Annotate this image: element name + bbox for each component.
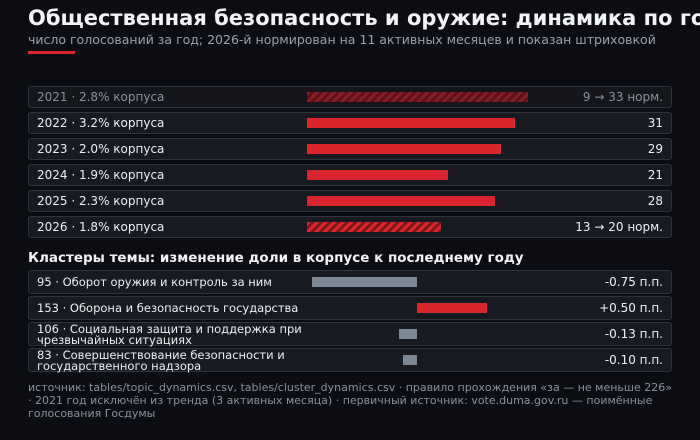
row-label: 2023 · 2.0% корпуса <box>37 142 165 156</box>
bar <box>307 118 515 128</box>
row-label: 2021 · 2.8% корпуса <box>37 90 165 104</box>
value-label: 31 <box>647 116 663 130</box>
bar <box>307 92 528 102</box>
value-label: 9 → 33 норм. <box>582 90 663 104</box>
title: Общественная безопасность и оружие: дина… <box>28 6 700 30</box>
year-row: 2021 · 2.8% корпуса 9 → 33 норм. <box>28 86 672 108</box>
value-label: 28 <box>647 194 663 208</box>
bar <box>307 170 448 180</box>
value-label: -0.75 п.п. <box>604 275 663 289</box>
year-row: 2022 · 3.2% корпуса 31 <box>28 112 672 134</box>
cluster-row: 153 · Оборона и безопасность государства… <box>28 296 672 320</box>
cluster-row: 95 · Оборот оружия и контроль за ним -0.7… <box>28 270 672 294</box>
year-row: 2026 · 1.8% корпуса 13 → 20 норм. <box>28 216 672 238</box>
bar <box>403 355 417 365</box>
cluster-row: 106 · Социальная защита и поддержка при … <box>28 322 672 346</box>
bar <box>312 277 417 287</box>
cluster-row: 83 · Совершенствование безопасности и го… <box>28 348 672 372</box>
subtitle: число голосований за год; 2026-й нормиро… <box>28 32 656 47</box>
row-label: 95 · Оборот оружия и контроль за ним <box>37 275 272 289</box>
value-label: -0.10 п.п. <box>604 353 663 367</box>
row-label: 2025 · 2.3% корпуса <box>37 194 165 208</box>
section-title: Кластеры темы: изменение доли в корпусе … <box>28 250 524 266</box>
value-label: 29 <box>647 142 663 156</box>
accent-line <box>28 51 75 54</box>
year-row: 2024 · 1.9% корпуса 21 <box>28 164 672 186</box>
bar <box>307 144 502 154</box>
value-label: 13 → 20 норм. <box>575 220 663 234</box>
bar <box>307 196 495 206</box>
row-label: 2022 · 3.2% корпуса <box>37 116 165 130</box>
bar <box>398 329 417 339</box>
footer: источник: tables/topic_dynamics.csv, tab… <box>28 381 672 420</box>
year-row: 2025 · 2.3% корпуса 28 <box>28 190 672 212</box>
row-label: 83 · Совершенствование безопасности и го… <box>37 348 285 373</box>
row-label: 106 · Социальная защита и поддержка при … <box>37 322 302 347</box>
row-label: 2024 · 1.9% корпуса <box>37 168 165 182</box>
bar <box>417 303 487 313</box>
value-label: +0.50 п.п. <box>599 301 663 315</box>
bar <box>307 222 441 232</box>
year-row: 2023 · 2.0% корпуса 29 <box>28 138 672 160</box>
value-label: 21 <box>647 168 663 182</box>
value-label: -0.13 п.п. <box>604 327 663 341</box>
row-label: 2026 · 1.8% корпуса <box>37 220 165 234</box>
row-label: 153 · Оборона и безопасность государства <box>37 301 299 315</box>
